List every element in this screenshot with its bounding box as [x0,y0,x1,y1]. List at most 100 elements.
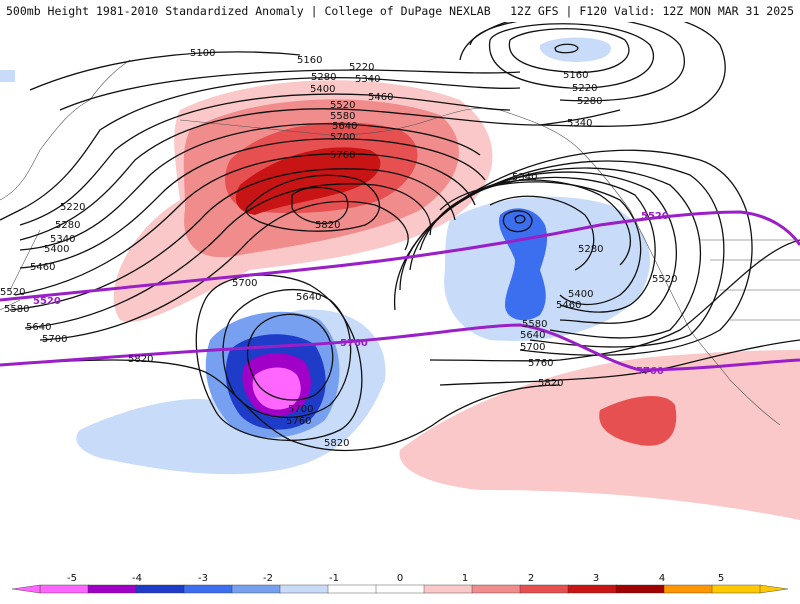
height-label: 5280 [577,96,602,107]
contour-5640-low [246,313,334,401]
negative-anomaly-north [539,37,611,62]
contour-5160 [59,69,521,111]
positive-anomaly-southeast-core [599,395,677,446]
height-label: 5520 [652,274,677,285]
colorbar-cell [327,584,377,594]
colorbar-tick: 5 [718,573,724,584]
height-label: 5160 [297,55,322,66]
contour-5640 [24,183,432,329]
climo-label: 5760 [340,338,368,349]
colorbar-cell [183,584,233,594]
colorbar-tick: 0 [397,573,403,584]
height-label: 5700 [288,404,313,415]
contour-5760-east [429,239,800,362]
contour-5520-east [419,171,678,324]
height-label: 5640 [26,322,51,333]
height-label: 5400 [44,244,69,255]
height-label: 5760 [528,358,553,369]
colorbar: -5 -4 -3 -2 -1 0 1 2 3 4 5 [0,570,800,600]
height-label: 5820 [128,354,153,365]
contour-5280-north [469,22,686,102]
height-label: 5760 [330,150,355,161]
colorbar-cell [471,584,521,594]
height-label: 5580 [4,304,29,315]
height-label: 5340 [355,74,380,85]
contour-5700-east [394,149,753,356]
contour-5640-east [399,160,725,348]
height-label: 5820 [324,438,349,449]
north-america-coast [499,109,781,426]
colorbar-tick: -5 [67,573,77,584]
climo-label: 5520 [33,296,61,307]
height-label: 5220 [60,202,85,213]
negative-anomaly-south-5 [252,367,301,410]
contour-5820-east [439,339,800,386]
contour-5700-low [222,288,352,418]
colorbar-cell [519,584,569,594]
climo-labels: 5520 5760 5520 5760 [33,211,669,377]
colorbar-cell [279,584,329,594]
colorbar-min-arrow [11,584,41,594]
height-label: 5520 [330,100,355,111]
asia-coast [0,59,131,311]
colorbar-tick: -1 [329,573,339,584]
colorbar-max-arrow [759,584,789,594]
colorbar-cell [615,584,665,594]
negative-anomaly-far-west [0,70,15,82]
height-label: 5640 [332,121,357,132]
climo-5760-line [0,323,800,372]
contour-low-east-2 [514,214,526,224]
header-bar: 500mb Height 1981-2010 Standardized Anom… [0,0,800,22]
colorbar-cell [135,584,185,594]
colorbar-tick: 2 [528,573,534,584]
colorbar-cell [423,584,473,594]
model-valid-time: 12Z GFS | F120 Valid: 12Z MON MAR 31 202… [510,4,794,18]
contour-5700 [39,200,409,341]
colorbar-ticks: -5 -4 -3 -2 -1 0 1 2 3 4 5 [67,573,724,584]
climatology-lines [0,210,800,372]
colorbar-tick: 1 [462,573,468,584]
colorbar-cell [231,584,281,594]
aleutian-chain [179,107,501,136]
contour-5400 [19,123,481,251]
contour-5340 [19,108,621,241]
height-label: 5340 [512,172,537,183]
climo-label: 5760 [636,366,664,377]
height-label: 5220 [349,62,374,73]
height-label: 5220 [572,83,597,94]
height-label: 5280 [55,220,80,231]
coastlines [0,59,800,426]
contour-low-east [502,210,533,233]
contour-5340-north [459,22,726,127]
height-label: 5100 [190,48,215,59]
contour-5520 [14,153,476,296]
map-svg: 5100 5160 5220 5280 5340 5460 5520 5580 … [0,22,800,520]
contour-5580 [9,168,456,311]
height-label: 5700 [520,342,545,353]
height-label: 5820 [538,378,563,389]
height-label: 5700 [232,278,257,289]
height-label: 5700 [42,334,67,345]
colorbar-tick: 4 [659,573,665,584]
contour-5160-north-small [554,43,579,54]
height-label: 5760 [286,416,311,427]
colorbar-tick: -3 [198,573,208,584]
height-label: 5820 [315,220,340,231]
height-label: 5580 [330,111,355,122]
colorbar-cell [87,584,137,594]
climo-label: 5520 [641,211,669,222]
contour-5700-trough [195,274,363,441]
colorbar-svg: -5 -4 -3 -2 -1 0 1 2 3 4 5 [11,573,789,594]
colorbar-cells [11,584,789,594]
map-panel[interactable]: 5100 5160 5220 5280 5340 5460 5520 5580 … [0,22,800,570]
colorbar-tick: -2 [263,573,273,584]
climo-5520-line [0,210,800,302]
colorbar-tick: 3 [593,573,599,584]
contour-5760-high [245,174,381,232]
contour-5460 [19,138,486,269]
contour-5160-north [508,28,630,74]
height-label: 5460 [556,300,581,311]
colorbar-cell [711,584,761,594]
height-label: 5580 [522,319,547,330]
western-states [700,239,800,321]
